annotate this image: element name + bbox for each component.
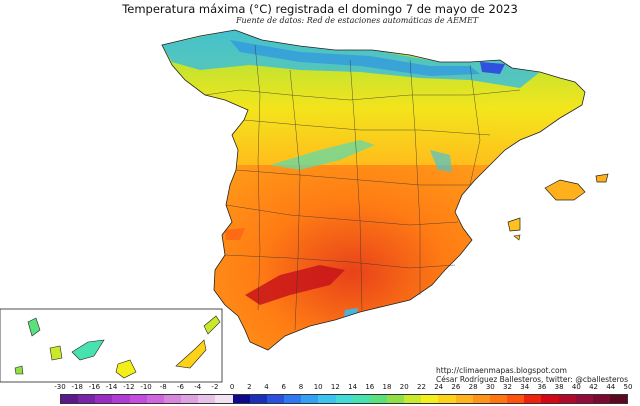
legend-tick-label: -30 <box>54 383 66 391</box>
legend-swatch <box>575 395 593 403</box>
legend-color-bar <box>60 394 628 404</box>
legend-swatch <box>266 395 285 403</box>
legend-swatch <box>215 395 233 403</box>
credits-author: César Rodríguez Ballesteros, twitter: @c… <box>436 375 628 384</box>
legend-swatch <box>472 395 490 403</box>
legend-swatch <box>78 395 96 403</box>
legend-tick-label: -18 <box>71 383 83 391</box>
legend-tick-label: 0 <box>229 383 235 391</box>
legend-swatch <box>524 395 542 403</box>
legend-swatch <box>95 395 113 403</box>
legend-swatch <box>507 395 525 403</box>
legend-tick-label: 4 <box>264 383 269 391</box>
legend-swatch <box>541 395 559 403</box>
legend-tick-label: 38 <box>554 383 564 391</box>
legend-tick-label: -2 <box>211 383 219 391</box>
legend-swatch <box>558 395 576 403</box>
legend-swatch <box>438 395 456 403</box>
legend-swatch <box>249 395 267 403</box>
legend-tick-label: 26 <box>451 383 461 391</box>
legend-tick-label: 10 <box>313 383 323 391</box>
legend-swatch <box>404 395 422 403</box>
legend-tick-label: 50 <box>623 383 633 391</box>
legend-swatch <box>181 395 199 403</box>
legend-swatch <box>386 395 405 403</box>
temperature-legend: -30 -18 -16 -14 -12 -10 -8 -6 -4 -2 0 2 4 6 8 10 12 14 16 1… <box>54 383 632 406</box>
legend-tick-label: -4 <box>194 383 202 391</box>
legend-tick-label: 40 <box>571 383 581 391</box>
legend-tick-label: 32 <box>503 383 512 391</box>
legend-tick-label: 20 <box>399 383 409 391</box>
legend-tick-label: 30 <box>485 383 495 391</box>
legend-swatch <box>112 395 130 403</box>
legend-swatch <box>455 395 473 403</box>
legend-tick-label: -12 <box>123 383 135 391</box>
legend-swatch <box>129 395 147 403</box>
credits: http://climaenmapas.blogspot.com César R… <box>436 366 628 384</box>
legend-tick-label: 6 <box>281 383 286 391</box>
legend-swatch <box>369 395 387 403</box>
legend-tick-label: -14 <box>105 383 118 391</box>
legend-tick-label: 24 <box>434 383 444 391</box>
map-title: Temperatura máxima (°C) registrada el do… <box>122 2 518 16</box>
legend-tick-label: -8 <box>159 383 167 391</box>
legend-swatch <box>318 395 336 403</box>
legend-tick-label: 22 <box>416 383 426 391</box>
legend-tick-label: 16 <box>365 383 375 391</box>
legend-swatch <box>232 395 250 403</box>
legend-swatch <box>610 395 628 403</box>
legend-swatch <box>198 395 216 403</box>
legend-tick-label: 42 <box>589 383 599 391</box>
legend-tick-label: 18 <box>382 383 392 391</box>
map-subtitle: Fuente de datos: Red de estaciones autom… <box>236 16 479 25</box>
legend-tick-label: -10 <box>140 383 152 391</box>
legend-tick-label: 36 <box>537 383 547 391</box>
legend-swatch <box>421 395 439 403</box>
legend-tick-label: 8 <box>298 383 304 391</box>
legend-swatch <box>163 395 182 403</box>
legend-tick-label: 28 <box>468 383 478 391</box>
legend-tick-label: 14 <box>348 383 358 391</box>
credits-url[interactable]: http://climaenmapas.blogspot.com <box>436 366 567 375</box>
legend-swatch <box>489 395 508 403</box>
legend-swatch <box>284 395 302 403</box>
legend-tick-label: 34 <box>520 383 530 391</box>
legend-swatch <box>301 395 319 403</box>
legend-swatch <box>352 395 370 403</box>
legend-tick-label: 2 <box>247 383 252 391</box>
legend-tick-label: 44 <box>606 383 616 391</box>
legend-swatch <box>146 395 164 403</box>
legend-swatch <box>592 395 610 403</box>
legend-swatch <box>61 395 79 403</box>
legend-tick-label: -6 <box>176 383 184 391</box>
legend-swatch <box>335 395 353 403</box>
legend-ticks: -30 -18 -16 -14 -12 -10 -8 -6 -4 -2 0 2 4 6 8 10 12 14 16 1… <box>54 383 632 393</box>
legend-tick-label: 12 <box>330 383 340 391</box>
legend-tick-label: -16 <box>88 383 101 391</box>
